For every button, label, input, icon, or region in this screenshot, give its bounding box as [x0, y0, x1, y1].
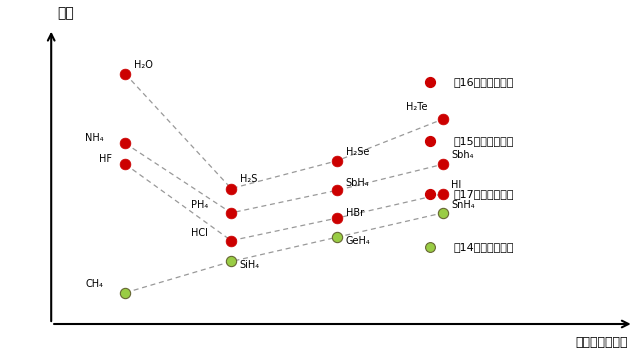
Point: [425, 79, 435, 85]
Point: [438, 210, 448, 216]
Text: SiH₄: SiH₄: [240, 260, 260, 270]
Point: [425, 191, 435, 197]
Point: [438, 191, 448, 197]
Point: [120, 140, 131, 146]
Text: NH₄: NH₄: [85, 134, 104, 143]
Point: [438, 161, 448, 167]
Text: HI: HI: [451, 180, 461, 190]
Point: [226, 210, 236, 216]
Text: H₂Te: H₂Te: [406, 102, 428, 112]
Point: [120, 71, 131, 77]
Text: H₂S: H₂S: [240, 174, 257, 184]
Text: Sbh₄: Sbh₄: [451, 150, 474, 160]
Text: 沸点: 沸点: [57, 6, 74, 20]
Text: 第15族水素化合物: 第15族水素化合物: [453, 136, 513, 146]
Text: PH₄: PH₄: [191, 200, 208, 210]
Point: [332, 158, 342, 164]
Text: H₂O: H₂O: [134, 60, 153, 70]
Text: H₂Se: H₂Se: [346, 147, 369, 157]
Text: SbH₄: SbH₄: [346, 177, 369, 188]
Point: [120, 290, 131, 296]
Text: HF: HF: [99, 154, 112, 164]
Text: 第16族水素化合物: 第16族水素化合物: [453, 77, 513, 87]
Text: HCl: HCl: [191, 228, 208, 238]
Point: [438, 116, 448, 122]
Point: [226, 238, 236, 243]
Text: GeH₄: GeH₄: [346, 236, 371, 246]
Text: 第14族水素化合物: 第14族水素化合物: [453, 242, 513, 252]
Point: [120, 161, 131, 167]
Point: [332, 215, 342, 221]
Point: [226, 258, 236, 264]
Point: [425, 244, 435, 250]
Text: HBr: HBr: [346, 208, 364, 218]
Text: 中心元素の周期: 中心元素の周期: [575, 336, 628, 349]
Point: [425, 138, 435, 144]
Point: [332, 188, 342, 193]
Text: SnH₄: SnH₄: [451, 200, 475, 210]
Text: 第17族水素化合物: 第17族水素化合物: [453, 189, 513, 199]
Point: [226, 186, 236, 192]
Text: CH₄: CH₄: [85, 279, 103, 289]
Point: [332, 234, 342, 240]
